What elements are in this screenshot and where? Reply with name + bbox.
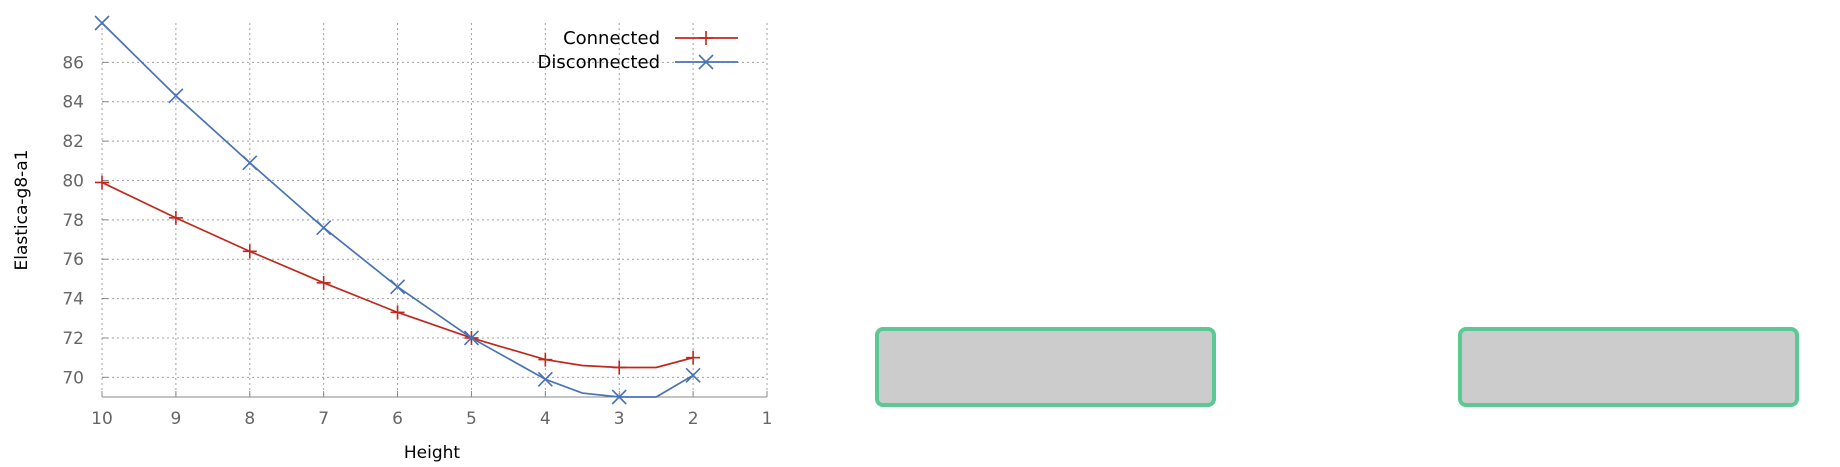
legend-label-connected: Connected: [563, 28, 660, 49]
x-tick-label: 9: [170, 409, 181, 429]
data-point-connected: [612, 360, 627, 375]
legend-label-disconnected: Disconnected: [538, 52, 661, 73]
data-point-connected: [95, 175, 109, 190]
legend: Connected Disconnected: [538, 28, 738, 73]
x-tick-label: 3: [614, 409, 625, 429]
x-tick-label: 10: [91, 409, 113, 429]
data-point-connected: [168, 210, 183, 225]
x-tick-label: 2: [688, 409, 699, 429]
y-tick-label: 80: [62, 171, 84, 191]
y-tick-label: 72: [62, 329, 84, 349]
y-tick-label: 84: [62, 93, 84, 113]
grid-layer: [101, 23, 768, 397]
data-point-disconnected: [389, 279, 406, 295]
y-tick-label: 76: [62, 250, 84, 270]
x-axis-title: Height: [404, 443, 461, 463]
data-point-disconnected: [316, 220, 332, 236]
x-tick-label: 5: [466, 409, 477, 429]
data-point-connected: [686, 350, 701, 365]
data-point-disconnected: [537, 371, 553, 387]
data-point-connected: [390, 305, 405, 320]
data-point-connected: [316, 275, 331, 290]
data-point-disconnected: [463, 330, 480, 346]
y-tick-label: 70: [62, 368, 84, 388]
y-tick-label: 86: [62, 53, 84, 73]
data-point-disconnected: [242, 155, 258, 171]
placeholder-box-1: [875, 327, 1216, 407]
series-layer: [94, 15, 701, 405]
x-tick-label: 8: [244, 409, 255, 429]
y-tick-label: 74: [62, 290, 84, 310]
legend-marker-connected: [699, 31, 713, 45]
legend-marker-disconnected: [698, 54, 714, 70]
data-point-disconnected: [685, 367, 701, 383]
y-tick-label: 82: [62, 132, 84, 152]
data-point-disconnected: [611, 389, 627, 405]
x-tick-label: 4: [540, 409, 551, 429]
x-tick-label: 1: [762, 409, 773, 429]
y-tick-label: 78: [62, 211, 84, 231]
x-tick-label: 6: [392, 409, 403, 429]
data-point-disconnected: [168, 88, 184, 104]
y-axis-title: Elastica-g8-a1: [12, 149, 32, 270]
data-point-disconnected: [94, 15, 110, 31]
data-point-connected: [242, 244, 257, 259]
placeholder-box-2: [1458, 327, 1799, 407]
data-point-connected: [538, 352, 553, 367]
x-tick-label: 7: [318, 409, 329, 429]
